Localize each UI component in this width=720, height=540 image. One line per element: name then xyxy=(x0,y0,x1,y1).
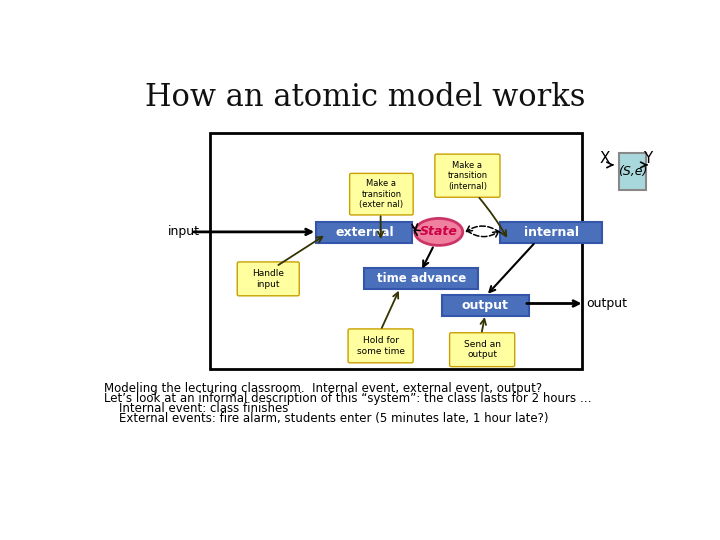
FancyBboxPatch shape xyxy=(449,333,515,367)
FancyBboxPatch shape xyxy=(210,132,582,369)
FancyBboxPatch shape xyxy=(435,154,500,197)
Text: output: output xyxy=(462,299,509,312)
Text: Let’s look at an informal description of this “system”: the class lasts for 2 ho: Let’s look at an informal description of… xyxy=(104,392,592,405)
Text: State: State xyxy=(420,225,458,238)
Text: time advance: time advance xyxy=(377,272,466,285)
FancyBboxPatch shape xyxy=(364,268,478,289)
Text: Modeling the lecturing classroom.  Internal event, external event, output?: Modeling the lecturing classroom. Intern… xyxy=(104,382,542,395)
Text: Internal event: class finishes: Internal event: class finishes xyxy=(104,402,288,415)
FancyBboxPatch shape xyxy=(238,262,300,296)
Text: Make a
transition
(exter nal): Make a transition (exter nal) xyxy=(359,179,403,209)
FancyBboxPatch shape xyxy=(350,173,413,215)
Text: X: X xyxy=(599,151,610,166)
Text: External events: fire alarm, students enter (5 minutes late, 1 hour late?): External events: fire alarm, students en… xyxy=(104,412,549,425)
Text: internal: internal xyxy=(523,226,579,239)
FancyBboxPatch shape xyxy=(316,222,413,242)
Text: Make a
transition
(internal): Make a transition (internal) xyxy=(447,161,487,191)
Text: Y: Y xyxy=(643,151,652,166)
Text: output: output xyxy=(586,297,627,310)
FancyBboxPatch shape xyxy=(500,222,602,242)
Ellipse shape xyxy=(415,218,463,245)
Text: Send an
output: Send an output xyxy=(464,340,500,360)
FancyBboxPatch shape xyxy=(442,295,528,316)
FancyBboxPatch shape xyxy=(618,153,647,190)
Text: (S,e): (S,e) xyxy=(618,165,647,178)
Text: external: external xyxy=(335,226,394,239)
Text: Handle
input: Handle input xyxy=(252,269,284,288)
FancyBboxPatch shape xyxy=(348,329,413,363)
Text: How an atomic model works: How an atomic model works xyxy=(145,82,585,113)
Text: input: input xyxy=(168,225,199,238)
Text: Hold for
some time: Hold for some time xyxy=(356,336,405,355)
